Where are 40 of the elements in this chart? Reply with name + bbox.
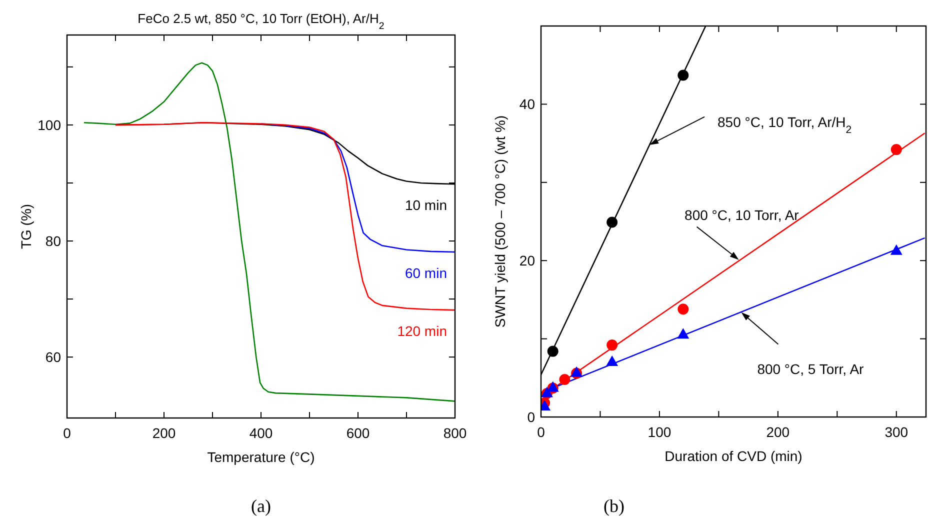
- annotation: 850 °C, 10 Torr, Ar/H$_{2}$: [718, 114, 852, 136]
- x-tick-label: 400: [249, 425, 273, 441]
- y-axis-title: SWNT yield (500 – 700 °C) (wt %): [492, 115, 508, 328]
- x-axis-title: Temperature (°C): [207, 449, 315, 465]
- x-tick-label: 200: [766, 424, 790, 440]
- x-tick-label: 300: [884, 424, 908, 440]
- x-tick-label: 100: [648, 424, 672, 440]
- y-tick-label: 80: [45, 233, 62, 250]
- point: [606, 340, 618, 351]
- series-label: 60 min: [404, 265, 447, 282]
- y-tick-label: 40: [519, 96, 536, 112]
- legend-label: 10 min: [404, 197, 447, 214]
- y-tick-label: 20: [519, 252, 536, 269]
- x-axis-title: Duration of CVD (min): [664, 448, 802, 464]
- text: (b): [604, 496, 624, 516]
- chart-title: FeCo 2.5 wt, 850 °C, 10 Torr (EtOH), Ar/H$_{2}$: [138, 11, 384, 32]
- line-series: [114, 122, 455, 311]
- x-tick-label: 0: [537, 424, 546, 440]
- point: [606, 355, 618, 366]
- y-tick-label: 100: [38, 116, 62, 133]
- point: [677, 328, 690, 339]
- y-axis-title: TG (%): [18, 204, 34, 250]
- point: [890, 244, 902, 255]
- point: [606, 216, 618, 228]
- point: [890, 144, 902, 156]
- annotation: 800 °C, 5 Torr, Ar: [757, 361, 864, 378]
- x-tick-label: 600: [346, 425, 370, 441]
- annotation: 800 °C, 10 Torr, Ar: [684, 206, 800, 223]
- y-tick-label: 0: [527, 409, 536, 425]
- point: [559, 374, 570, 385]
- x-tick-label: 0: [63, 425, 72, 441]
- line-series: [83, 62, 455, 402]
- x-tick-label: 200: [152, 425, 176, 441]
- y-tick-label: 60: [45, 349, 62, 366]
- x-tick-label: 800: [443, 425, 467, 441]
- text: (a): [251, 496, 271, 516]
- point: [678, 304, 689, 315]
- series-label: 120 min: [397, 323, 447, 340]
- point: [678, 70, 689, 81]
- point: [547, 346, 558, 357]
